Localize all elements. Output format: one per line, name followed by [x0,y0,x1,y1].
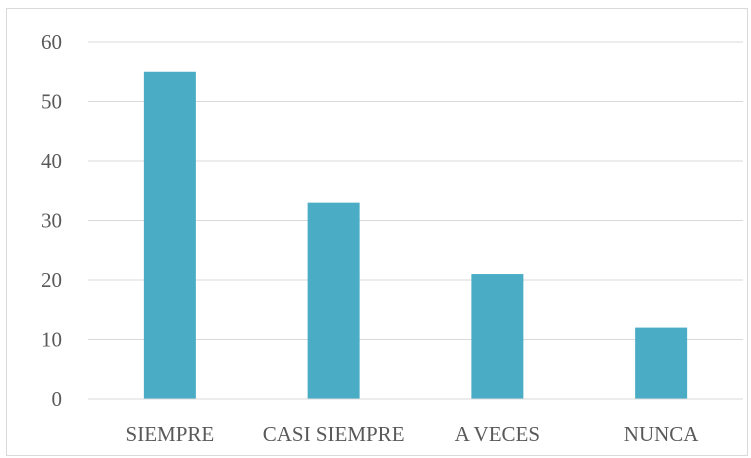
x-tick-label: CASI SIEMPRE [263,422,405,446]
y-tick-label: 60 [41,30,62,54]
bar-casi-siempre [307,202,360,399]
y-tick-label: 20 [41,268,62,292]
gridlines [88,41,743,340]
x-tick-label: SIEMPRE [126,422,215,446]
y-tick-label: 50 [41,90,62,114]
bars [143,71,688,399]
y-tick-label: 10 [41,328,62,352]
x-axis-tick-labels: SIEMPRE CASI SIEMPRE A VECES NUNCA [126,422,700,446]
bar-siempre [143,71,196,399]
y-tick-label: 0 [52,387,63,411]
bar-nunca [635,327,688,399]
x-tick-label: NUNCA [624,422,700,446]
y-axis-tick-labels: 0 10 20 30 40 50 60 [41,30,62,411]
y-tick-label: 30 [41,209,62,233]
bar-a-veces [471,274,524,399]
chart-area [6,8,748,456]
x-tick-label: A VECES [455,422,540,446]
y-tick-label: 40 [41,149,62,173]
